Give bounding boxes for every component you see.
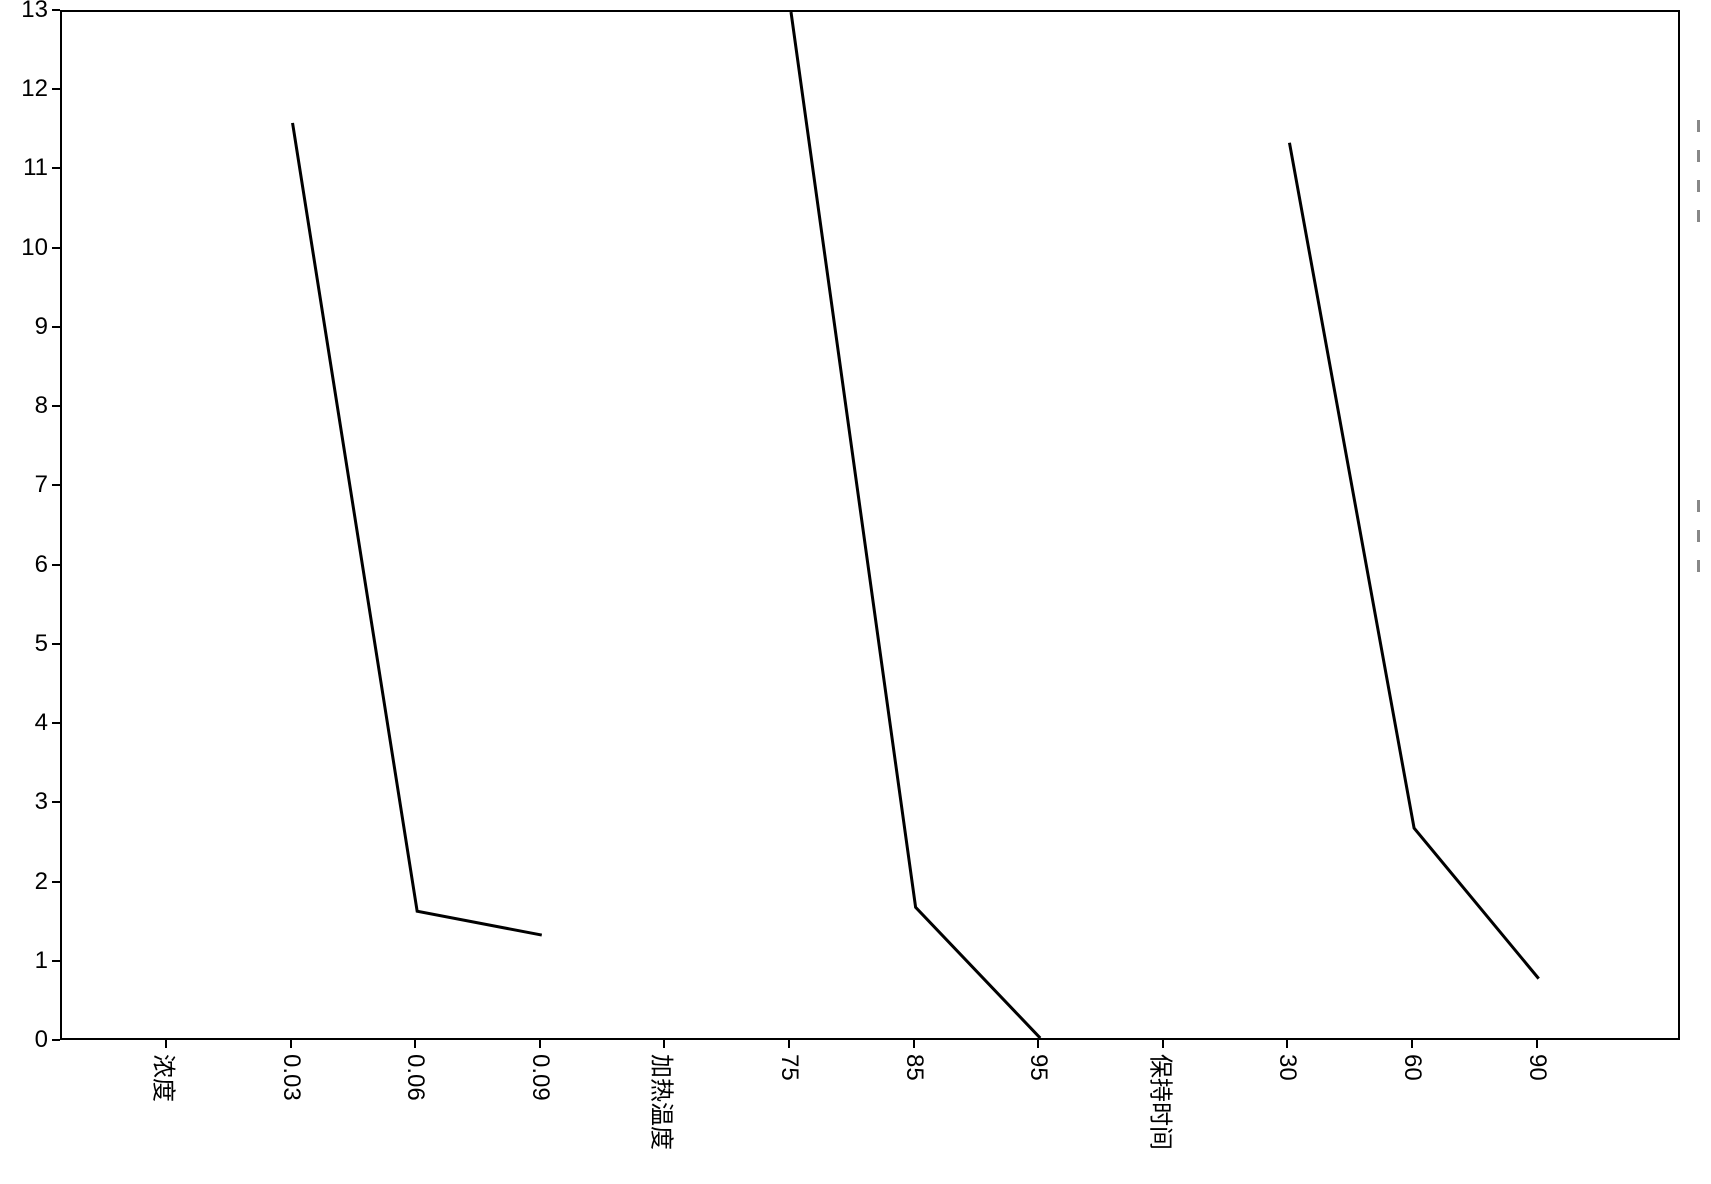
y-tick-mark xyxy=(52,484,60,486)
right-dash xyxy=(1697,210,1700,222)
x-tick-label: 60 xyxy=(1398,1054,1426,1081)
y-tick-mark xyxy=(52,722,60,724)
right-dash xyxy=(1697,560,1700,572)
y-tick-mark xyxy=(52,326,60,328)
x-tick-mark xyxy=(788,1040,790,1048)
y-tick-mark xyxy=(52,167,60,169)
series-segment-2 xyxy=(791,12,1040,1038)
x-tick-mark xyxy=(663,1040,665,1048)
x-tick-mark xyxy=(1286,1040,1288,1048)
y-tick-mark xyxy=(52,643,60,645)
x-tick-label: 浓度 xyxy=(148,1054,183,1102)
x-tick-label: 0.06 xyxy=(401,1054,429,1101)
x-tick-mark xyxy=(414,1040,416,1048)
y-tick-label: 0 xyxy=(0,1026,48,1054)
y-tick-label: 5 xyxy=(0,630,48,658)
y-tick-mark xyxy=(52,1039,60,1041)
series-segment-3 xyxy=(1289,143,1538,979)
x-tick-label: 0.03 xyxy=(277,1054,305,1101)
x-tick-mark xyxy=(290,1040,292,1048)
y-tick-mark xyxy=(52,405,60,407)
x-tick-label: 75 xyxy=(775,1054,803,1081)
series-segment-1 xyxy=(293,123,542,935)
y-tick-label: 11 xyxy=(0,154,48,182)
y-tick-mark xyxy=(52,801,60,803)
x-tick-label: 30 xyxy=(1273,1054,1301,1081)
x-tick-mark xyxy=(165,1040,167,1048)
y-tick-mark xyxy=(52,881,60,883)
x-tick-label: 加热温度 xyxy=(647,1054,682,1150)
x-tick-label: 0.09 xyxy=(526,1054,554,1101)
x-tick-label: 95 xyxy=(1024,1054,1052,1081)
y-tick-mark xyxy=(52,88,60,90)
x-tick-mark xyxy=(1162,1040,1164,1048)
y-tick-label: 1 xyxy=(0,947,48,975)
right-dash xyxy=(1697,500,1700,512)
y-tick-label: 2 xyxy=(0,868,48,896)
y-tick-label: 3 xyxy=(0,788,48,816)
y-tick-mark xyxy=(52,564,60,566)
plot-area xyxy=(60,10,1680,1040)
right-dash xyxy=(1697,530,1700,542)
right-dash xyxy=(1697,180,1700,192)
x-tick-mark xyxy=(539,1040,541,1048)
y-tick-label: 4 xyxy=(0,709,48,737)
chart-container: 012345678910111213 浓度0.030.060.09加热温度758… xyxy=(0,0,1711,1184)
right-dash xyxy=(1697,150,1700,162)
x-tick-mark xyxy=(1411,1040,1413,1048)
y-tick-label: 13 xyxy=(0,0,48,24)
y-tick-label: 6 xyxy=(0,551,48,579)
right-dash xyxy=(1697,120,1700,132)
y-tick-mark xyxy=(52,960,60,962)
y-tick-mark xyxy=(52,9,60,11)
y-tick-label: 9 xyxy=(0,313,48,341)
chart-lines xyxy=(62,12,1682,1042)
x-tick-mark xyxy=(1536,1040,1538,1048)
x-tick-label: 90 xyxy=(1523,1054,1551,1081)
x-tick-label: 85 xyxy=(900,1054,928,1081)
x-tick-mark xyxy=(1037,1040,1039,1048)
x-tick-label: 保持时间 xyxy=(1145,1054,1180,1150)
y-tick-mark xyxy=(52,247,60,249)
y-tick-label: 12 xyxy=(0,75,48,103)
y-tick-label: 7 xyxy=(0,471,48,499)
x-tick-mark xyxy=(913,1040,915,1048)
y-tick-label: 8 xyxy=(0,392,48,420)
y-tick-label: 10 xyxy=(0,234,48,262)
